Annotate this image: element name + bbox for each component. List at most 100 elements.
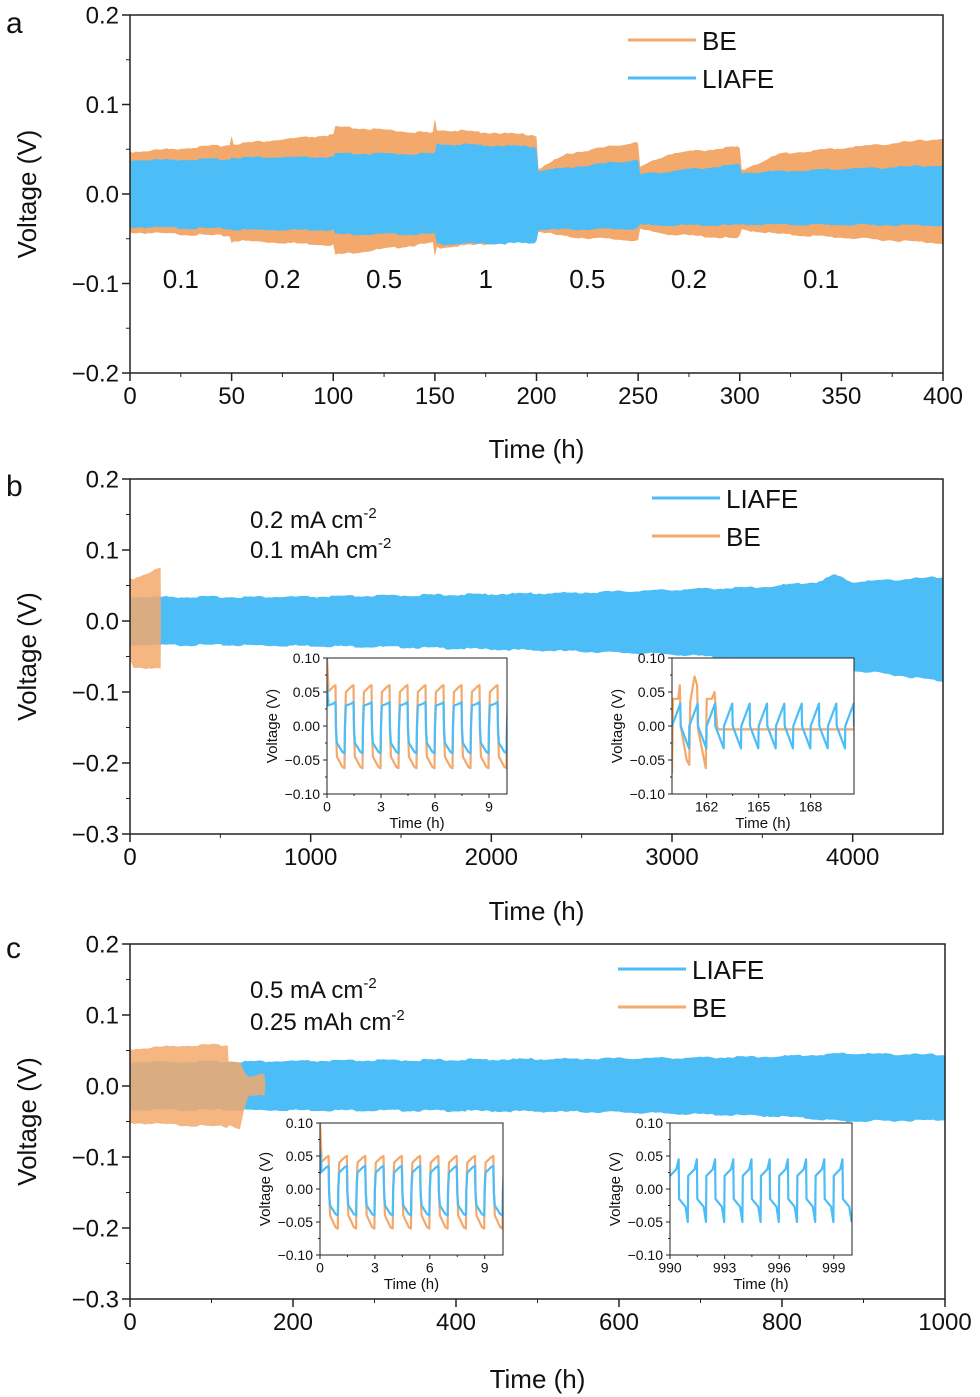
current-density-label: 1: [478, 264, 492, 294]
x-tick-label: 4000: [826, 844, 879, 871]
x-tick-label: 350: [821, 383, 861, 410]
inset-plot-2: −0.10 −0.05 0.00 0.05 0.10 990 993 996 999 Time (…: [607, 1115, 853, 1293]
x-tick-label: 0: [323, 798, 331, 814]
panel-letter: b: [6, 470, 23, 503]
inset-background: [672, 658, 854, 794]
inset-lines: [672, 675, 854, 774]
x-tick-label: 400: [436, 1309, 476, 1336]
inset-x-axis-label: Time (h): [735, 815, 790, 832]
panel-b: b −0.3 −0.2 −0.1 0.0 0.1 0.2 0 1000 2000 3000 4000 T…: [6, 466, 944, 926]
legend-label-liafe: LIAFE: [692, 955, 764, 985]
inset-y-axis-label: Voltage (V): [607, 1152, 624, 1226]
condition-label: 0.1 mAh cm-2: [250, 535, 391, 564]
x-tick-label: 9: [481, 1259, 489, 1275]
inset-lines: [327, 658, 507, 770]
series-band-be: [130, 567, 161, 670]
y-tick-label: −0.1: [72, 679, 119, 706]
inset-x-axis-label: Time (h): [389, 815, 444, 832]
x-tick-label: 0: [316, 1259, 324, 1275]
x-tick-label: 0: [123, 844, 136, 871]
condition-label: 0.5 mA cm-2: [250, 975, 377, 1004]
x-tick-label: 0: [123, 1309, 136, 1336]
y-tick-label: −0.2: [72, 1215, 119, 1242]
x-tick-label: 0: [123, 383, 136, 410]
y-tick-label: 0.0: [86, 1073, 119, 1100]
x-tick-label: 150: [415, 383, 455, 410]
y-tick-label: 0.10: [636, 1115, 663, 1131]
y-tick-label: 0.00: [636, 1181, 663, 1197]
x-tick-label: 9: [485, 798, 493, 814]
x-tick-label: 3000: [645, 844, 698, 871]
x-axis-label: Time (h): [490, 1364, 586, 1394]
y-tick-label: −0.10: [285, 786, 321, 802]
series-band-liafe: [130, 142, 943, 246]
plot-series: [130, 118, 943, 257]
y-tick-label: −0.1: [72, 1144, 119, 1171]
y-tick-label: 0.05: [638, 684, 665, 700]
x-tick-label: 200: [516, 383, 556, 410]
inset-y-axis-label: Voltage (V): [264, 689, 281, 763]
x-tick-label: 993: [713, 1259, 737, 1275]
x-tick-label: 3: [371, 1259, 379, 1275]
y-tick-label: 0.0: [86, 608, 119, 635]
y-tick-label: −0.10: [628, 1247, 664, 1263]
y-tick-label: 0.1: [86, 92, 119, 119]
condition-text: 0.1 mAh cm: [250, 537, 378, 564]
condition-label: 0.2 mA cm-2: [250, 505, 377, 534]
y-tick-label: 0.10: [638, 650, 665, 666]
x-tick-label: 800: [762, 1309, 802, 1336]
y-tick-label: 0.2: [86, 2, 119, 29]
current-density-label: 0.2: [264, 264, 300, 294]
inset-x-axis-label: Time (h): [384, 1276, 439, 1293]
x-tick-label: 250: [618, 383, 658, 410]
inset-x-axis-label: Time (h): [733, 1276, 788, 1293]
y-tick-label: −0.05: [285, 752, 321, 768]
panel-letter: c: [6, 932, 21, 965]
condition-text: 0.2 mA cm: [250, 507, 363, 534]
y-tick-label: 0.2: [86, 931, 119, 958]
condition-superscript: -2: [363, 975, 376, 992]
condition-text: 0.5 mA cm: [250, 977, 363, 1004]
series-band-be: [130, 1043, 266, 1129]
inset-plot-1: −0.10 −0.05 0.00 0.05 0.10 0 3 6 9 Time (h) Voltag…: [264, 650, 508, 832]
y-tick-label: −0.3: [72, 821, 119, 848]
inset-lines: [670, 1158, 852, 1224]
legend-label-liafe: LIAFE: [702, 64, 774, 94]
panel-letter: a: [6, 7, 23, 40]
x-tick-label: 400: [923, 383, 963, 410]
inset-lines: [320, 1123, 503, 1230]
x-tick-label: 6: [426, 1259, 434, 1275]
y-tick-label: 0.10: [293, 650, 320, 666]
x-tick-label: 50: [218, 383, 245, 410]
x-tick-label: 100: [313, 383, 353, 410]
series-band-liafe: [130, 1052, 945, 1123]
x-tick-label: 2000: [465, 844, 518, 871]
y-tick-label: 0.00: [286, 1181, 313, 1197]
current-density-label: 0.5: [366, 264, 402, 294]
condition-label: 0.25 mAh cm-2: [250, 1007, 405, 1036]
x-tick-label: 990: [658, 1259, 682, 1275]
legend-label-be: BE: [692, 993, 727, 1023]
inset-series-be: [672, 675, 854, 774]
current-density-label: 0.1: [163, 264, 199, 294]
inset-series-liafe: [672, 702, 854, 750]
y-tick-label: −0.3: [72, 1286, 119, 1313]
y-tick-label: 0.0: [86, 181, 119, 208]
y-tick-label: −0.05: [278, 1214, 314, 1230]
inset-y-axis-label: Voltage (V): [257, 1152, 274, 1226]
y-tick-label: 0.2: [86, 466, 119, 493]
legend-label-be: BE: [726, 522, 761, 552]
inset-series-liafe: [320, 1149, 503, 1217]
condition-superscript: -2: [378, 535, 391, 552]
y-tick-label: −0.1: [72, 271, 119, 298]
x-tick-label: 996: [768, 1259, 792, 1275]
y-axis-label: Voltage (V): [12, 130, 42, 259]
current-density-label: 0.5: [569, 264, 605, 294]
y-tick-label: 0.1: [86, 1002, 119, 1029]
inset-y-axis-label: Voltage (V): [609, 689, 626, 763]
condition-superscript: -2: [363, 505, 376, 522]
plot-series: [130, 567, 943, 685]
series-band-liafe: [130, 574, 943, 685]
condition-superscript: -2: [391, 1007, 404, 1024]
x-tick-label: 200: [273, 1309, 313, 1336]
